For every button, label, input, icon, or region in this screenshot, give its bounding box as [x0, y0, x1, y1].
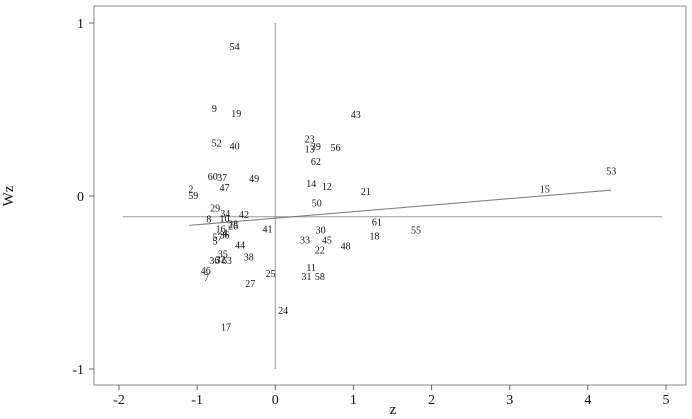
point-label-22: 22	[315, 246, 325, 257]
point-label-6: 6	[224, 231, 229, 242]
point-label-31: 31	[302, 272, 312, 283]
point-label-53: 53	[606, 166, 616, 177]
point-label-26: 26	[228, 222, 238, 233]
point-label-11: 11	[306, 263, 316, 274]
point-label-44: 44	[235, 241, 245, 252]
point-label-25: 25	[266, 269, 276, 280]
point-label-8: 8	[206, 215, 211, 226]
point-label-46: 46	[201, 266, 211, 277]
trend-line-group	[189, 189, 612, 226]
point-label-9: 9	[212, 104, 217, 115]
point-label-61: 61	[372, 217, 382, 228]
point-label-50: 50	[312, 198, 322, 209]
point-label-36: 36	[209, 256, 219, 267]
point-label-10: 10	[219, 214, 229, 225]
point-label-29: 29	[210, 204, 220, 215]
point-label-5: 5	[213, 237, 218, 248]
point-label-39: 39	[311, 142, 321, 153]
point-label-19: 19	[231, 109, 241, 120]
point-label-15: 15	[540, 185, 550, 196]
x-tick-label: 0	[272, 393, 279, 408]
x-tick-label: -1	[191, 393, 203, 408]
x-tick-label: 5	[663, 393, 670, 408]
point-label-27: 27	[245, 279, 255, 290]
trend-line	[189, 189, 612, 226]
point-label-62: 62	[311, 157, 321, 168]
point-label-16: 16	[216, 225, 226, 236]
plot-frame	[93, 5, 687, 386]
y-axis-title: Wz	[1, 185, 17, 206]
point-label-14: 14	[306, 179, 316, 190]
reference-lines	[122, 23, 663, 369]
point-label-45: 45	[322, 236, 332, 247]
point-label-34: 34	[220, 209, 230, 220]
point-label-38: 38	[244, 253, 254, 264]
x-tick-label: -2	[113, 393, 125, 408]
point-label-55: 55	[411, 226, 421, 237]
point-label-2: 2	[188, 185, 193, 196]
point-label-49: 49	[249, 174, 259, 185]
point-label-30: 30	[316, 226, 326, 237]
point-label-33: 33	[300, 236, 310, 247]
point-label-13: 13	[305, 144, 315, 155]
y-axis: -1 0 1	[72, 17, 94, 378]
point-label-63: 63	[222, 256, 232, 267]
x-axis-title: z	[390, 402, 397, 418]
point-label-57: 57	[212, 233, 222, 244]
point-label-35: 35	[218, 250, 228, 261]
point-label-52: 52	[212, 138, 222, 149]
point-label-7: 7	[204, 273, 209, 284]
point-label-56: 56	[330, 143, 340, 154]
point-label-58: 58	[315, 272, 325, 283]
point-label-21: 21	[361, 187, 371, 198]
point-label-43: 43	[351, 110, 361, 121]
point-label-4: 4	[223, 229, 228, 240]
point-label-24: 24	[278, 306, 288, 317]
point-label-40: 40	[230, 141, 240, 152]
point-label-3: 3	[220, 231, 225, 242]
x-tick-label: 2	[428, 393, 435, 408]
x-axis: -2 -1 0 1 2 3 4 5	[113, 385, 670, 408]
point-label-17: 17	[221, 322, 231, 333]
point-label-12: 12	[322, 182, 332, 193]
point-label-59: 59	[188, 191, 198, 202]
point-label-42: 42	[239, 210, 249, 221]
point-label-32: 32	[216, 255, 226, 266]
x-tick-label: 4	[584, 393, 591, 408]
x-tick-label: 1	[350, 393, 357, 408]
y-tick-label: 1	[77, 17, 84, 32]
point-label-54: 54	[230, 42, 240, 53]
point-label-23: 23	[305, 134, 315, 145]
point-label-47: 47	[219, 183, 229, 194]
y-tick-label: 0	[77, 190, 84, 205]
point-label-48: 48	[341, 242, 351, 253]
point-label-37: 37	[217, 173, 227, 184]
point-label-60: 60	[208, 172, 218, 183]
point-label-18: 18	[370, 232, 380, 243]
y-tick-label: -1	[72, 363, 84, 378]
point-label-41: 41	[262, 225, 272, 236]
point-label-28: 28	[228, 220, 238, 231]
x-tick-label: 3	[506, 393, 513, 408]
